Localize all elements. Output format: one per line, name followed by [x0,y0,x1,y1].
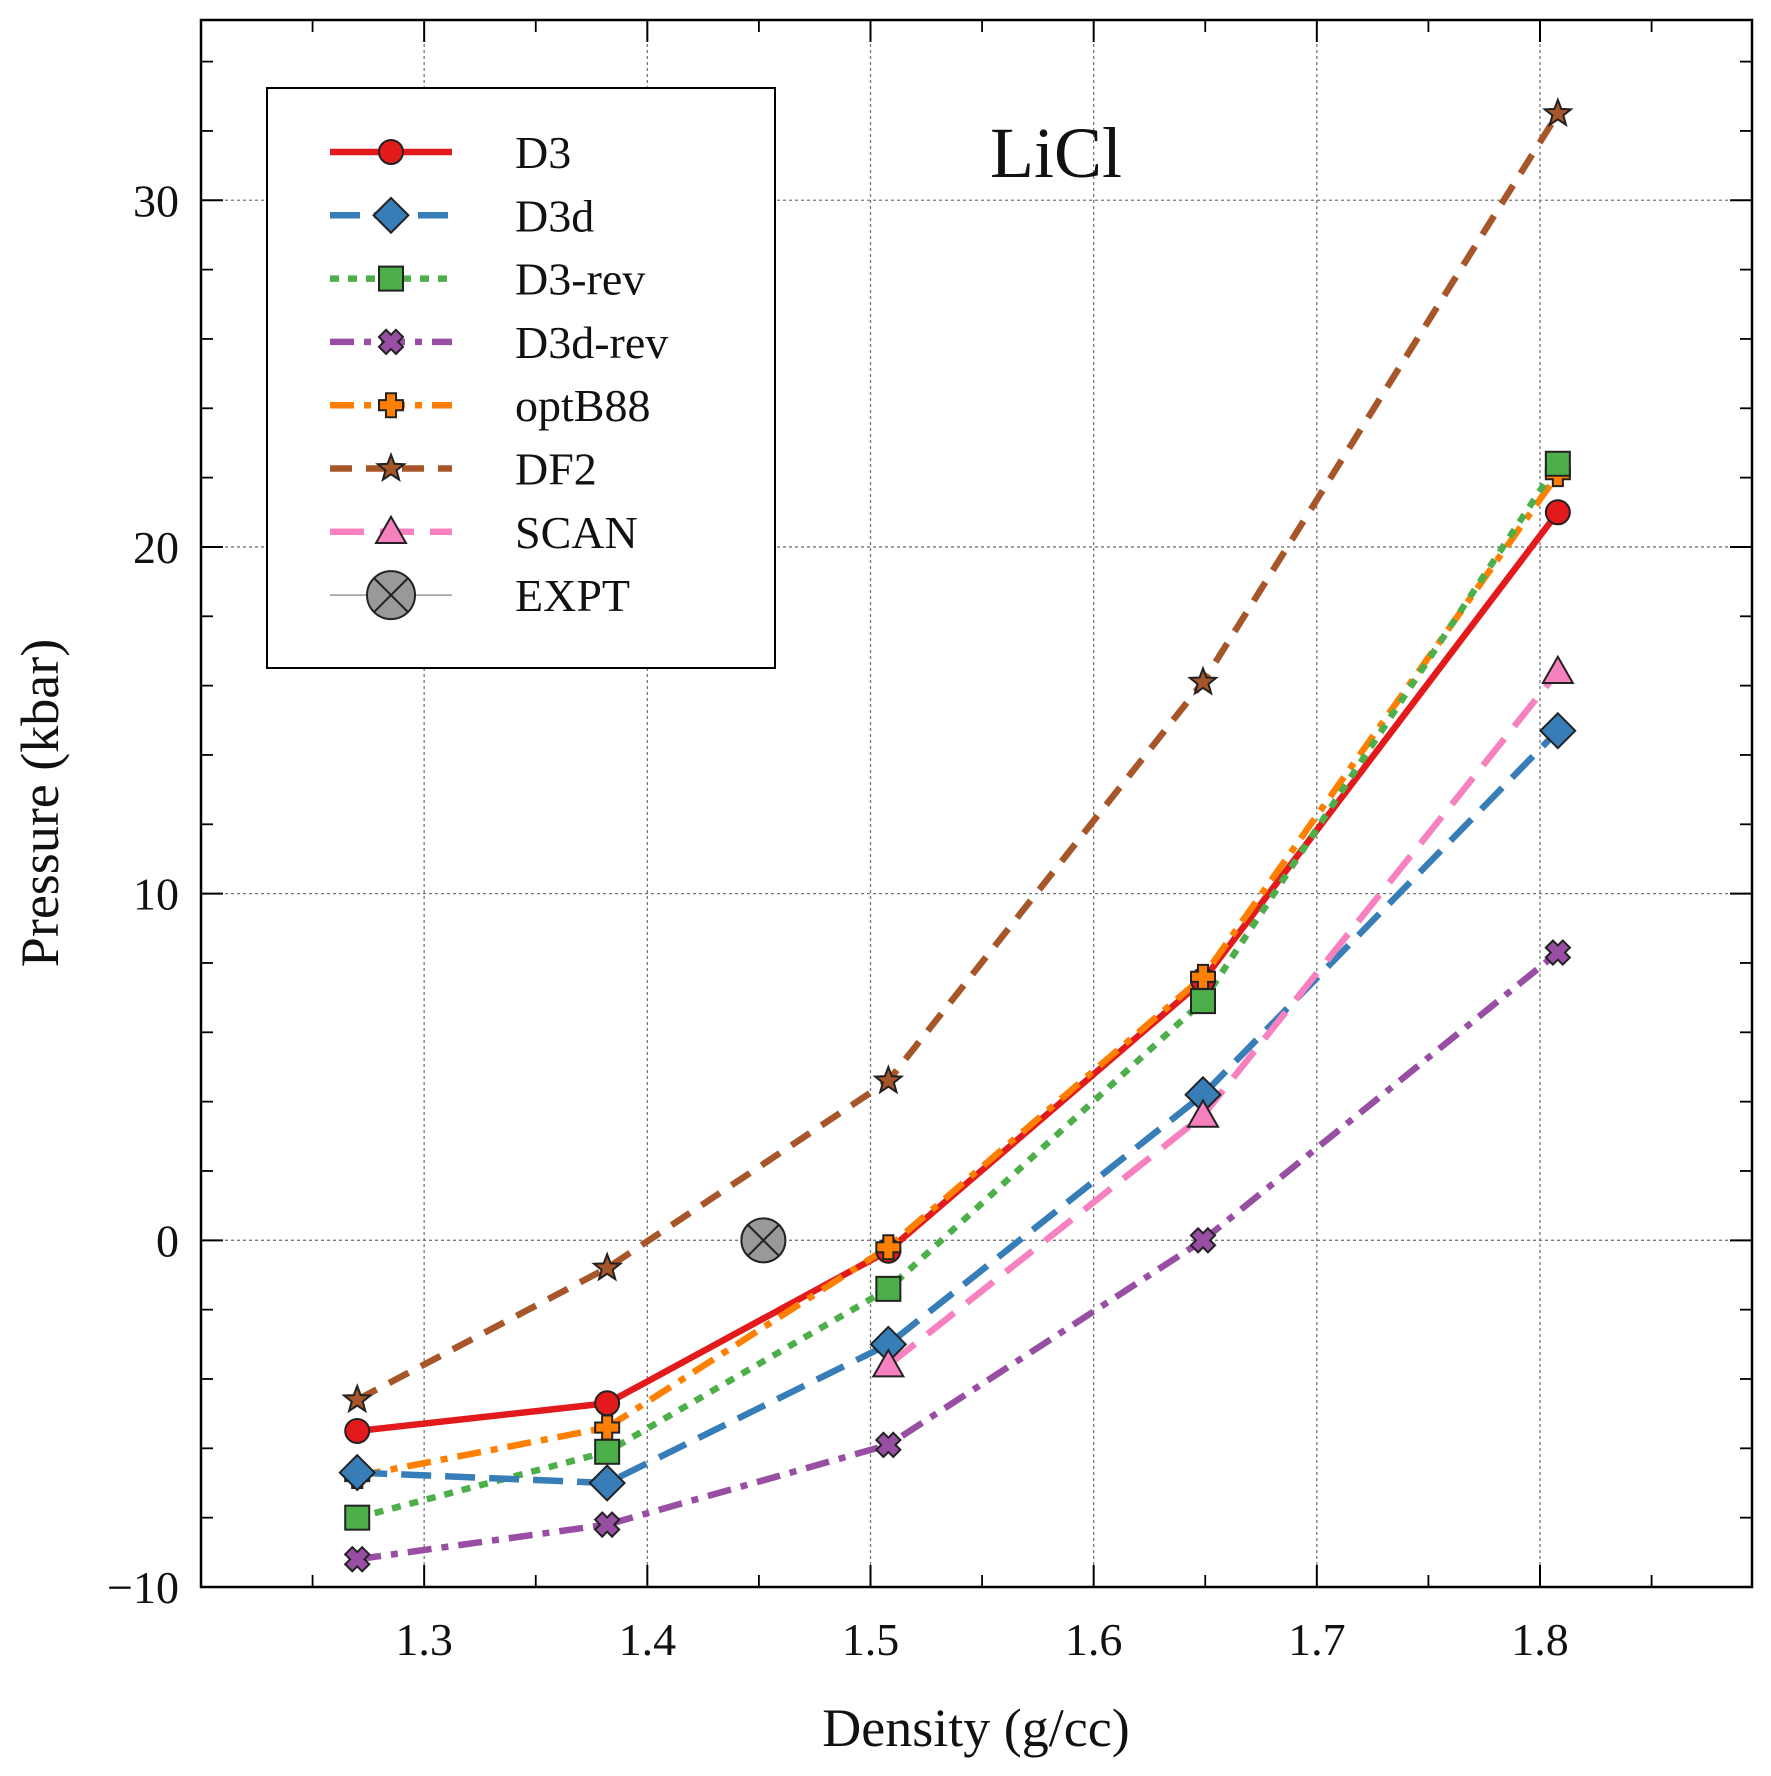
legend: D3 D3d D3-rev D3d-rev optB88 DF2 SCAN EXPT [266,87,776,669]
legend-item-df2: DF2 [330,444,597,495]
legend-marker-cross [373,577,409,613]
data-point-scan [1541,654,1575,685]
data-point-d3-rev [594,1438,621,1465]
legend-label: D3 [515,127,571,178]
series-line-optb88 [356,472,1561,1480]
legend-label: SCAN [515,507,638,558]
data-point-optb88 [875,1234,902,1261]
data-point-d3 [594,1390,621,1417]
legend-item-d3-rev: D3-rev [330,254,645,305]
legend-box [266,87,776,669]
chart-annotation: LiCl [990,113,1122,193]
data-point-df2 [341,1383,374,1414]
plot-frame [199,18,1754,1589]
data-point-scan [1186,1098,1220,1128]
legend-marker [372,196,410,235]
data-point-d3-rev [1544,450,1571,477]
data-point-df2 [872,1064,905,1095]
legend-marker [378,139,404,165]
data-point-d3-rev [875,1275,902,1302]
x-tick-label: 1.7 [1288,1614,1346,1665]
expt-point-cross [747,1224,780,1257]
data-point-d3d-rev [874,1431,902,1459]
legend-label: D3d [515,190,594,241]
data-point-df2 [1187,665,1219,696]
legend-item-d3d-rev: D3d-rev [330,317,668,368]
legend-item-d3: D3 [330,127,571,178]
data-point-d3 [1544,499,1571,526]
data-point-df2 [591,1251,624,1282]
legend-label: D3d-rev [515,317,668,368]
series-line-scan [886,669,1561,1368]
x-tick-label: 1.8 [1511,1614,1569,1665]
legend-marker [378,265,404,292]
data-point-d3d-rev [343,1545,371,1573]
data-point-d3-rev [344,1504,371,1531]
legend-item-expt: EXPT [330,570,630,621]
x-tick-label: 1.5 [842,1614,900,1665]
data-point-d3d [588,1464,626,1502]
data-point-d3d [1539,711,1577,750]
legend-marker [378,392,404,419]
legend-marker [375,451,407,482]
legend-entries: D3 D3d D3-rev D3d-rev optB88 DF2 SCAN EXPT [330,127,668,621]
data-point-scan [871,1348,906,1378]
x-tick-label: 1.4 [619,1614,677,1665]
data-point-df2 [1542,96,1574,128]
x-tick-label: 1.6 [1065,1614,1123,1665]
y-tick-label: 30 [133,175,179,226]
legend-label: DF2 [515,444,597,495]
data-point-d3d [338,1453,377,1492]
marker-layer [338,96,1577,1573]
x-tick-label: 1.3 [395,1614,453,1665]
data-point-d3d-rev [1544,939,1572,967]
x-axis-title: Density (g/cc) [822,1698,1129,1758]
legend-item-d3d: D3d [330,190,594,241]
y-tick-label: 10 [133,869,179,920]
axis-ticks: 1.3 1.4 1.5 1.6 1.7 1.8 −10 0 10 20 30 [107,20,1752,1665]
legend-label: D3-rev [515,254,645,305]
y-axis-title: Pressure (kbar) [10,639,70,967]
legend-item-scan: SCAN [330,507,638,558]
data-point-d3-rev [1190,988,1217,1015]
series-line-d3d [357,728,1561,1487]
legend-label: EXPT [515,570,630,621]
y-tick-label: 0 [156,1215,179,1266]
data-point-d3d-rev [1189,1226,1217,1254]
data-point-d3 [344,1417,371,1444]
legend-marker [377,328,405,356]
legend-label: optB88 [515,380,650,431]
legend-marker [374,514,408,545]
legend-item-optb88: optB88 [330,380,650,431]
y-tick-label: 20 [133,522,179,573]
data-point-d3d-rev [593,1511,621,1539]
y-tick-label: −10 [107,1562,179,1613]
